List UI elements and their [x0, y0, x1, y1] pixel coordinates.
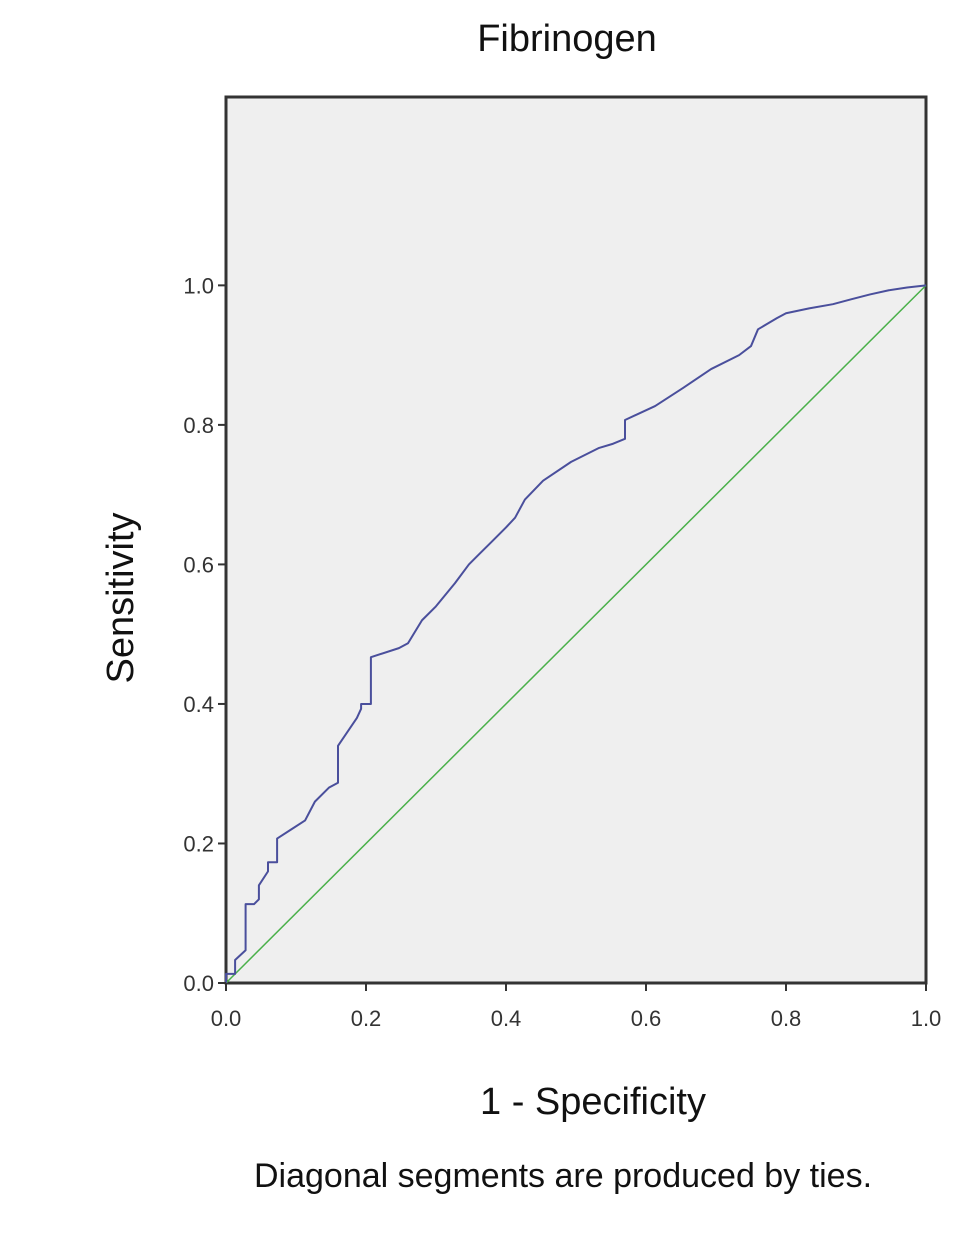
y-tick-label: 0.0 — [183, 971, 214, 996]
roc-curve-line — [225, 284, 927, 983]
chart-title: Fibrinogen — [477, 18, 657, 60]
y-tick-label: 1.0 — [183, 273, 214, 298]
x-axis: 0.0 0.2 0.4 0.6 0.8 1.0 — [211, 983, 942, 1031]
plot-area — [224, 95, 928, 985]
y-tick-label: 0.4 — [183, 692, 214, 717]
x-tick-label: 0.0 — [211, 1006, 242, 1031]
x-tick-label: 0.4 — [491, 1006, 522, 1031]
y-tick-label: 0.6 — [183, 552, 214, 577]
y-axis-label: Sensitivity — [100, 512, 142, 683]
x-axis-label: 1 - Specificity — [480, 1081, 706, 1123]
y-tick-label: 0.2 — [183, 831, 214, 856]
chart-footnote: Diagonal segments are produced by ties. — [254, 1157, 872, 1195]
x-tick-label: 0.6 — [631, 1006, 662, 1031]
curves-layer — [225, 284, 927, 984]
reference-diagonal-line — [225, 284, 927, 984]
x-tick-label: 0.2 — [351, 1006, 382, 1031]
x-tick-label: 1.0 — [911, 1006, 942, 1031]
x-tick-label: 0.8 — [771, 1006, 802, 1031]
y-tick-label: 0.8 — [183, 413, 214, 438]
y-axis: 0.0 0.2 0.4 0.6 0.8 1.0 — [183, 273, 226, 996]
